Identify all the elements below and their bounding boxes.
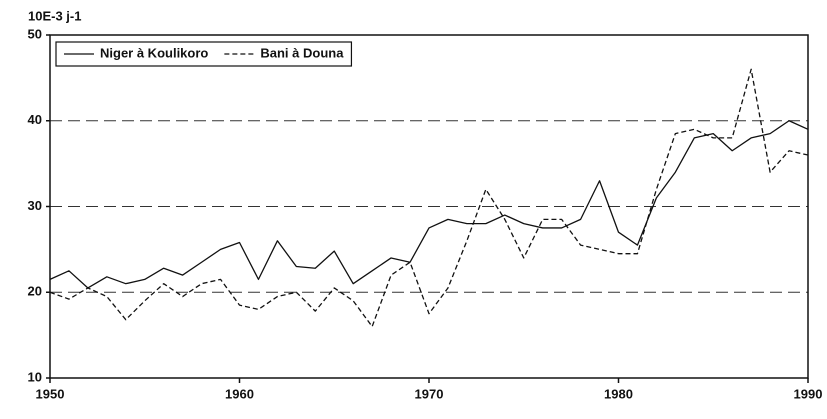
x-tick-label: 1950: [36, 386, 65, 401]
plot-frame: [49, 34, 809, 379]
legend-label: Niger à Koulikoro: [100, 45, 208, 60]
y-tick-label: 50: [28, 26, 42, 41]
y-tick-label: 20: [28, 284, 42, 299]
y-axis-unit: 10E-3 j-1: [28, 8, 81, 23]
legend-box: [55, 41, 353, 67]
x-tick-label: 1970: [415, 386, 444, 401]
data-line: [49, 68, 809, 328]
legend-label: Bani à Douna: [260, 45, 344, 60]
x-tick-label: 1990: [794, 386, 823, 401]
data-line: [49, 120, 809, 289]
y-tick-label: 30: [28, 198, 42, 213]
x-tick-label: 1980: [604, 386, 633, 401]
y-tick-label: 10: [28, 369, 42, 384]
y-tick-label: 40: [28, 112, 42, 127]
x-tick-label: 1960: [225, 386, 254, 401]
